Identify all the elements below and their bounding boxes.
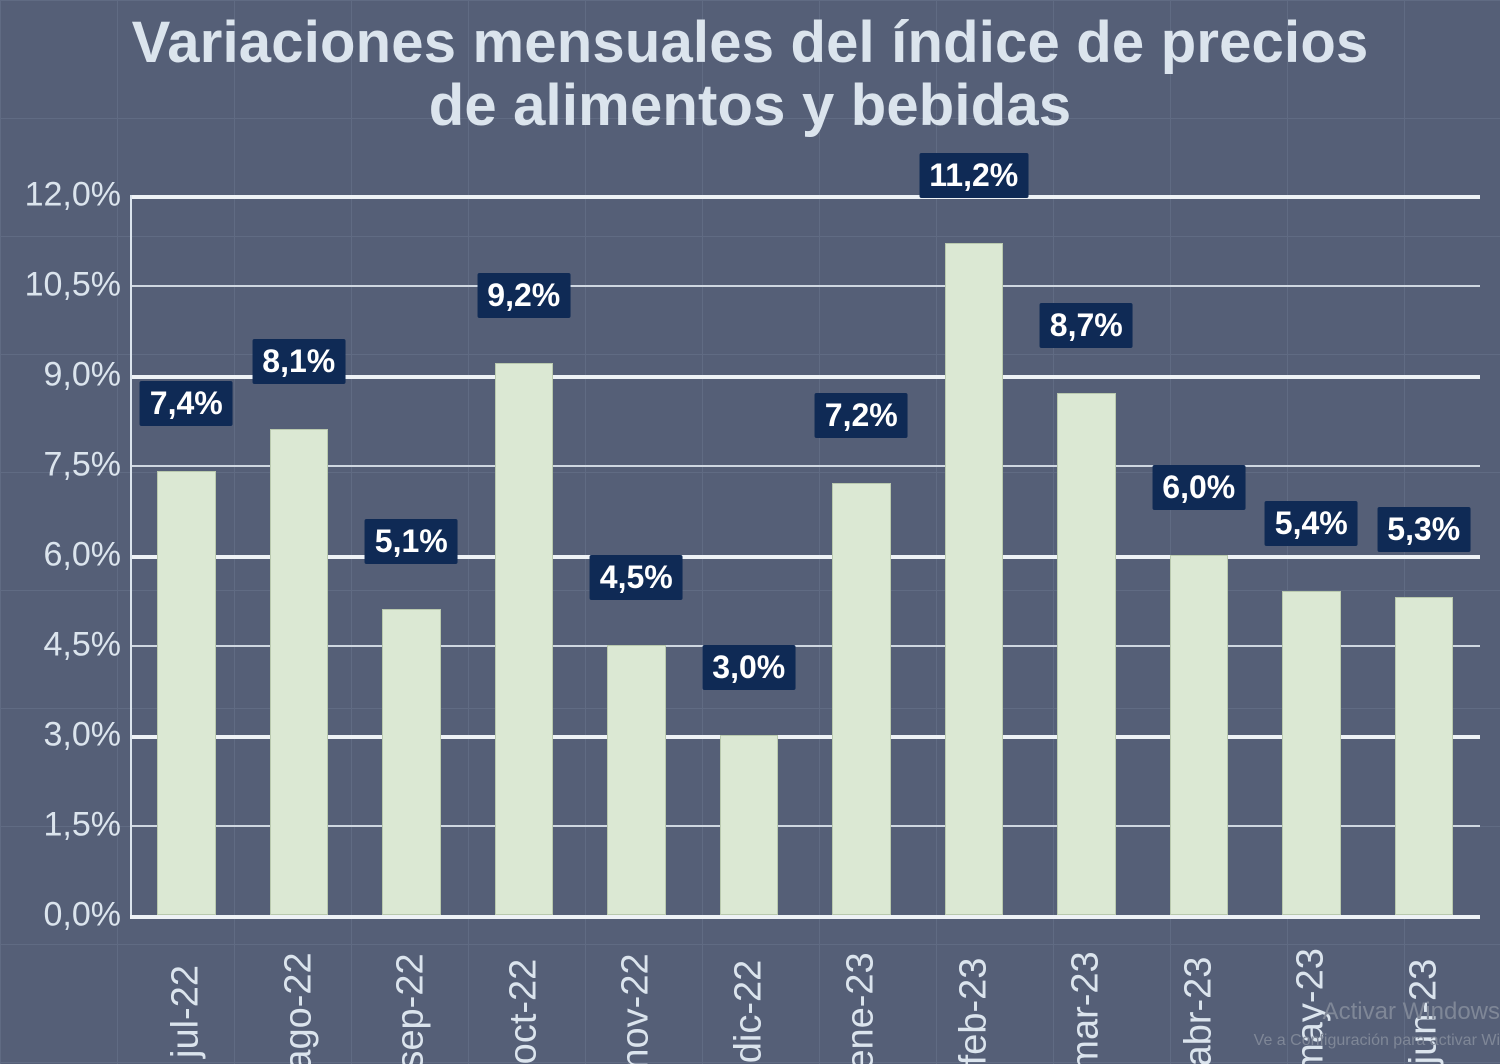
bar: [157, 471, 216, 915]
x-tick-label: jul-22: [165, 965, 208, 1058]
bar-value-label: 5,3%: [1377, 507, 1470, 552]
bar-value-label: 7,2%: [815, 393, 908, 438]
y-tick-label: 10,5%: [6, 266, 121, 305]
y-gridline: [130, 285, 1480, 287]
bar-value-label: 5,4%: [1265, 501, 1358, 546]
bg-grid-row: [0, 0, 1500, 1]
y-gridline: [130, 195, 1480, 199]
y-tick-label: 7,5%: [6, 446, 121, 485]
bar: [607, 645, 666, 915]
bar-value-label: 8,1%: [252, 339, 345, 384]
bar: [1057, 393, 1116, 915]
y-gridline: [130, 915, 1480, 919]
x-tick-label: dic-22: [727, 960, 770, 1064]
bar-value-label: 9,2%: [477, 273, 570, 318]
chart-root: Variaciones mensuales del índice de prec…: [0, 0, 1500, 1064]
bar: [1282, 591, 1341, 915]
bar-value-label: 11,2%: [919, 153, 1028, 198]
plot-area: 7,4%8,1%5,1%9,2%4,5%3,0%7,2%11,2%8,7%6,0…: [130, 195, 1480, 915]
y-tick-label: 0,0%: [6, 896, 121, 935]
bar-value-label: 8,7%: [1040, 303, 1133, 348]
y-tick-label: 9,0%: [6, 356, 121, 395]
bar: [832, 483, 891, 915]
bar-value-label: 7,4%: [140, 381, 233, 426]
y-gridline: [130, 825, 1480, 827]
y-gridline: [130, 735, 1480, 739]
bar: [382, 609, 441, 915]
y-tick-label: 4,5%: [6, 626, 121, 665]
y-gridline: [130, 555, 1480, 559]
chart-title: Variaciones mensuales del índice de prec…: [0, 12, 1500, 137]
bar-value-label: 3,0%: [702, 645, 795, 690]
x-tick-label: feb-23: [952, 958, 995, 1064]
x-tick-label: ene-23: [840, 952, 883, 1064]
bar: [945, 243, 1004, 915]
watermark-title: Activar Windows: [1323, 998, 1500, 1026]
bar: [270, 429, 329, 915]
bar: [1170, 555, 1229, 915]
x-tick-label: oct-22: [502, 959, 545, 1064]
y-gridline: [130, 465, 1480, 467]
y-tick-label: 6,0%: [6, 536, 121, 575]
bar-value-label: 6,0%: [1152, 465, 1245, 510]
bar-value-label: 5,1%: [365, 519, 458, 564]
y-axis: [130, 195, 132, 915]
bar-value-label: 4,5%: [590, 555, 683, 600]
bar: [1395, 597, 1454, 915]
y-tick-label: 12,0%: [6, 176, 121, 215]
y-gridline: [130, 645, 1480, 647]
chart-title-line2: de alimentos y bebidas: [40, 75, 1460, 138]
bg-grid-row: [0, 944, 1500, 945]
watermark-subtitle: Ve a Configuración para activar Wi: [1254, 1032, 1500, 1050]
x-tick-label: ago-22: [277, 952, 320, 1064]
y-tick-label: 3,0%: [6, 716, 121, 755]
bg-grid-col: [0, 0, 1, 1064]
x-tick-label: mar-23: [1065, 951, 1108, 1064]
x-tick-label: abr-23: [1177, 957, 1220, 1064]
bar: [495, 363, 554, 915]
y-tick-label: 1,5%: [6, 806, 121, 845]
bar: [720, 735, 779, 915]
x-tick-label: nov-22: [615, 953, 658, 1064]
x-tick-label: sep-22: [390, 953, 433, 1064]
chart-title-line1: Variaciones mensuales del índice de prec…: [40, 12, 1460, 75]
